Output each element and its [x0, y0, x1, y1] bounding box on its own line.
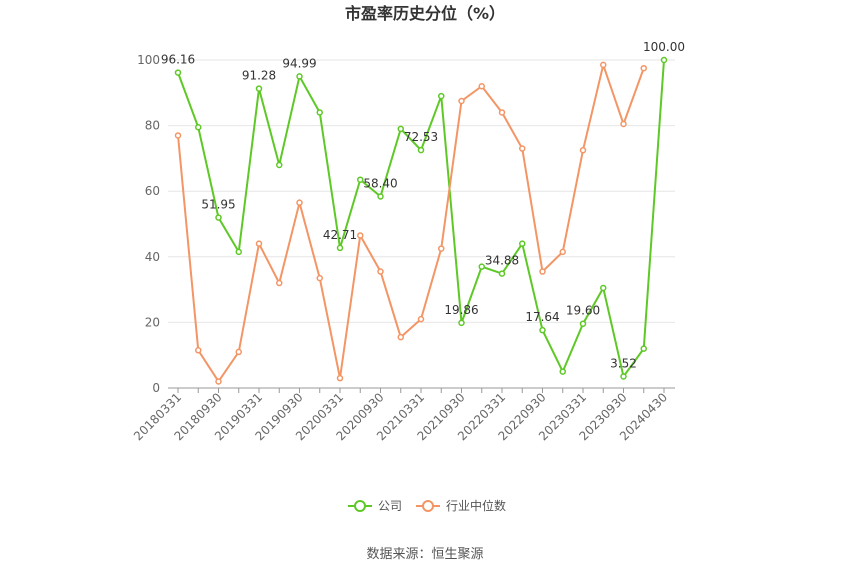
series-line	[177, 61, 645, 384]
point	[255, 240, 263, 247]
y-tick-label: 0	[152, 381, 160, 395]
data-label: 3.52	[610, 356, 637, 370]
point	[438, 92, 445, 100]
point	[600, 61, 607, 69]
point	[559, 368, 566, 375]
point	[640, 345, 647, 352]
data-label: 34.88	[485, 254, 519, 268]
point	[276, 279, 283, 287]
point	[478, 82, 485, 90]
series-line	[177, 59, 665, 379]
point	[316, 274, 323, 282]
point	[498, 270, 506, 277]
point	[296, 73, 303, 80]
legend-label: 行业中位数	[446, 498, 506, 513]
data-label: 19.86	[444, 303, 478, 317]
data-label: 94.99	[282, 56, 316, 70]
point	[539, 326, 546, 334]
point	[620, 120, 627, 128]
point	[579, 146, 587, 154]
point	[579, 320, 587, 327]
point	[438, 245, 445, 252]
point	[235, 348, 242, 356]
point	[235, 248, 242, 256]
data-label: 91.28	[242, 69, 276, 83]
point	[336, 374, 344, 382]
data-label: 96.16	[161, 53, 195, 67]
point	[559, 248, 566, 256]
point	[519, 240, 526, 247]
point	[336, 244, 344, 252]
data-label: 19.60	[566, 304, 600, 318]
point	[195, 347, 202, 354]
point	[377, 193, 384, 200]
point	[417, 315, 425, 323]
legend-marker	[422, 500, 434, 512]
point	[255, 85, 263, 92]
point	[458, 319, 465, 327]
point	[660, 56, 668, 64]
point	[620, 373, 627, 380]
y-tick-label: 40	[145, 250, 160, 264]
point	[174, 132, 182, 139]
point	[539, 268, 546, 275]
point	[519, 145, 526, 152]
point	[377, 268, 384, 275]
point	[640, 64, 647, 72]
y-tick-label: 80	[145, 119, 160, 133]
data-label: 42.71	[323, 228, 357, 242]
data-label: 72.53	[404, 130, 438, 144]
point	[276, 161, 283, 169]
point	[174, 69, 182, 76]
data-label: 100.00	[643, 40, 685, 54]
point	[458, 97, 465, 105]
point	[357, 176, 364, 183]
y-tick-label: 100	[137, 53, 160, 67]
point	[397, 333, 404, 341]
point	[478, 263, 485, 270]
point	[498, 109, 506, 116]
point	[357, 232, 364, 239]
point	[296, 199, 303, 206]
chart-title: 市盈率历史分位（%）	[345, 4, 505, 23]
point	[316, 109, 323, 116]
data-label: 51.95	[201, 198, 235, 212]
data-label: 17.64	[525, 310, 559, 324]
point	[215, 378, 222, 385]
point	[195, 123, 202, 131]
legend-label: 公司	[378, 499, 402, 513]
y-tick-label: 60	[145, 184, 160, 198]
legend-marker	[354, 500, 366, 512]
data-label: 58.40	[363, 176, 397, 190]
point	[417, 146, 425, 154]
source: 数据来源：恒生聚源	[366, 547, 483, 562]
point	[397, 125, 404, 133]
point	[215, 214, 222, 221]
point	[600, 284, 607, 292]
y-tick-label: 20	[145, 315, 160, 329]
